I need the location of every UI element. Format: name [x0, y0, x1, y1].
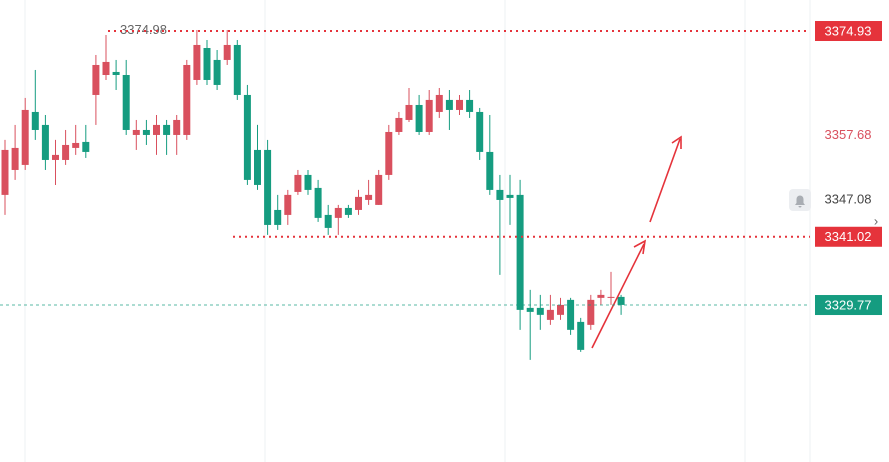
candle-body [82, 141, 90, 152]
candle-body [52, 154, 59, 160]
candle-body [223, 44, 231, 60]
candle-body [456, 99, 463, 110]
candle-body [385, 131, 393, 175]
candle-body [476, 111, 484, 152]
price-label: 3357.68 [825, 127, 872, 142]
candle-body [365, 194, 373, 200]
price-label: 3347.08 [825, 191, 872, 206]
candle-body [163, 124, 171, 135]
candle-body [506, 194, 514, 198]
candle-body [334, 207, 342, 218]
candle-body [193, 44, 201, 80]
arrow-line [591, 243, 645, 349]
candle-body [183, 64, 191, 135]
candle-body [62, 144, 70, 160]
current-price-label: 3329.77 [825, 297, 872, 312]
candle-body [546, 309, 554, 320]
candle-body [294, 174, 302, 192]
candle-body [395, 117, 403, 132]
candle-body [31, 111, 39, 130]
candle-body [274, 209, 282, 225]
candle-body [264, 149, 272, 225]
candle-body [254, 149, 261, 185]
candle-body [1, 149, 9, 195]
candle-body [375, 174, 383, 205]
candle-body [496, 189, 504, 200]
candle-body [324, 214, 332, 228]
candle-body [607, 296, 615, 298]
candle-body [405, 104, 413, 120]
candle-body [112, 71, 120, 75]
candle-body [11, 147, 19, 170]
arrow-head [671, 135, 682, 149]
arrow-line [649, 138, 681, 223]
arrow-annotations [591, 135, 682, 349]
candle-body [284, 194, 292, 215]
candle-body [122, 74, 130, 130]
candle-body [567, 299, 575, 330]
candle-body [102, 61, 110, 75]
candle-body [557, 304, 564, 315]
candle-body [587, 299, 595, 325]
level-label-box [815, 226, 882, 247]
candle-body [304, 174, 312, 190]
candle-body [526, 307, 534, 312]
candle-body [142, 129, 150, 135]
candle-body [355, 196, 362, 210]
expand-chevron[interactable]: › [874, 213, 878, 228]
candles [1, 29, 625, 360]
candle-body [415, 104, 423, 132]
candle-body [344, 207, 352, 215]
arrow-head [633, 239, 647, 255]
candle-body [72, 142, 80, 148]
candle-body [153, 124, 160, 135]
candle-body [233, 44, 241, 95]
candle-body [466, 99, 474, 112]
level-label: 3341.02 [825, 229, 872, 244]
candle-body [536, 307, 544, 315]
high-label: 3374.98 [120, 22, 167, 37]
candle-body [617, 296, 625, 305]
candle-body [445, 99, 453, 110]
candle-body [425, 99, 433, 132]
level-label: 3374.93 [825, 23, 872, 38]
candle-body [92, 64, 100, 95]
candle-body [516, 194, 524, 310]
bell [795, 195, 805, 208]
candle-body [486, 151, 494, 190]
current-price-box [815, 295, 882, 316]
candle-body [213, 59, 221, 85]
candle-body [597, 294, 605, 298]
candle-body [203, 47, 211, 80]
candle-body [577, 321, 585, 350]
alert-icon[interactable] [789, 189, 811, 211]
candle-body [173, 119, 181, 135]
candle-body [21, 109, 29, 165]
candle-body [314, 187, 322, 218]
candle-body [132, 129, 140, 135]
vertical-grid [24, 0, 746, 462]
level-label-box [815, 21, 882, 42]
candle-body [243, 94, 251, 180]
candle-body [435, 94, 443, 112]
candle-body [41, 124, 49, 160]
